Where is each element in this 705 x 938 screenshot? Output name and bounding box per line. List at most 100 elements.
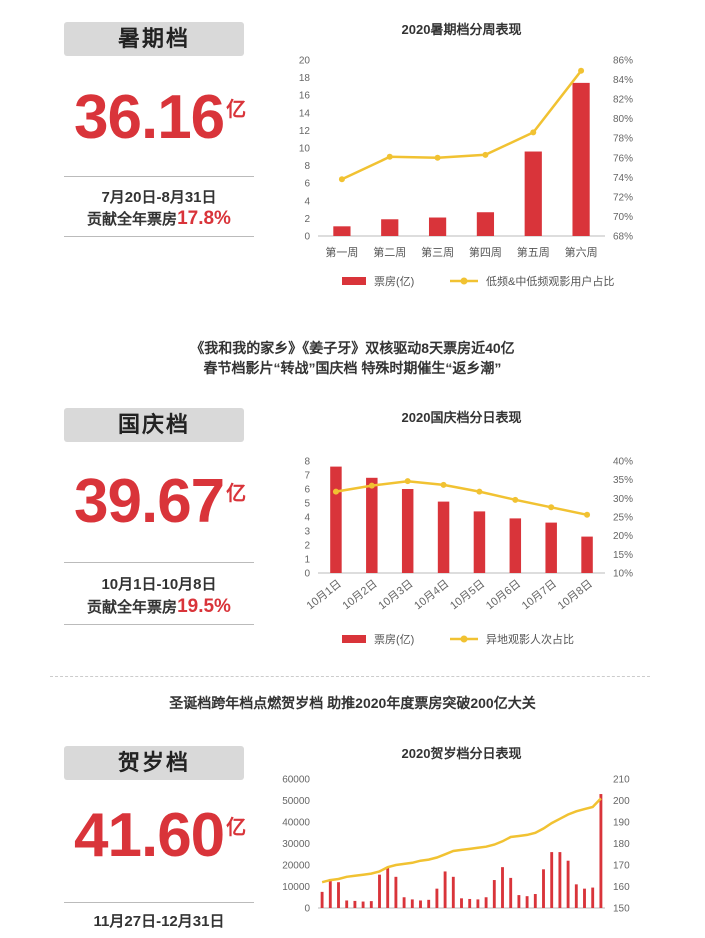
newyear-chart-bar [419, 900, 422, 908]
newyear-chart-bar [542, 869, 545, 908]
summer-chart-x-tick: 第二周 [373, 245, 406, 259]
newyear-chart-y-tick: 10000 [282, 882, 310, 893]
newyear-chart-bar [443, 871, 447, 908]
national-chart-y-tick: 4 [304, 513, 310, 524]
newyear-chart-bar [574, 884, 578, 908]
summer-contribution-label: 贡献全年票房 [87, 211, 178, 228]
summer-contribution-value: 17.8% [177, 208, 231, 229]
newyear-chart-bar [378, 874, 381, 908]
summer-chart-y-tick: 8 [304, 161, 310, 172]
summer-chart-y-tick: 18 [299, 73, 311, 84]
national-chart-y-tick: 3 [304, 527, 310, 538]
newyear-chart-bar [451, 876, 455, 908]
newyear-chart-bar [394, 876, 398, 908]
newyear-chart-bar [427, 899, 431, 908]
newyear-dates: 11月27日-12月31日 [93, 913, 225, 930]
newyear-chart-bar [476, 899, 480, 908]
summer-chart-line-point [434, 154, 441, 161]
summer-chart-y2-tick: 74% [613, 173, 633, 184]
newyear-chart-bar [402, 897, 406, 908]
newyear-chart-line-series [321, 797, 602, 884]
newyear-chart-bar [337, 882, 340, 908]
newyear-chart-y2-tick: 210 [613, 775, 630, 786]
summer-label: 暑期档 [64, 22, 244, 56]
national-chart-title: 2020国庆档分日表现 [402, 410, 522, 425]
national-chart-line-point [512, 496, 519, 503]
summer-chart-y-tick: 16 [299, 91, 311, 102]
summer-chart-y-tick: 10 [299, 144, 311, 155]
summer-chart-bar [572, 82, 590, 236]
newyear-chart-y-tick: 0 [304, 904, 310, 915]
national-contribution-label: 贡献全年票房 [87, 599, 178, 616]
national-divider-bottom [64, 624, 254, 625]
newyear-chart-bar [583, 888, 586, 908]
national-chart-bar [509, 518, 522, 573]
national-chart-y-tick: 7 [304, 471, 310, 482]
summer-chart-x-tick: 第三周 [421, 245, 454, 259]
national-chart-y2-tick: 10% [613, 569, 633, 580]
summer-chart-y2-tick: 68% [613, 232, 633, 243]
national-chart-x-tick: 10月5日 [448, 578, 487, 612]
newyear-chart-bar [361, 901, 365, 908]
summer-amount-unit: 亿 [226, 99, 246, 122]
summer-chart-y2-tick: 84% [613, 75, 633, 86]
national-chart-bar [366, 477, 378, 573]
summer-chart-bar [476, 212, 495, 236]
national-chart-y-tick: 2 [304, 541, 310, 552]
newyear-caption-line1: 圣诞档跨年档点燃贺岁档 助推2020年度票房突破200亿大关 [169, 695, 536, 711]
national-chart-y-tick: 1 [304, 555, 310, 566]
summer-chart-line-point [338, 176, 345, 183]
newyear-chart-bar [484, 897, 488, 908]
summer-chart-legend-bar-swatch [342, 277, 366, 285]
summer-chart-line-series [341, 70, 583, 181]
national-amount-value: 39.67 [74, 467, 225, 536]
summer-chart-legend-line-marker [460, 277, 468, 285]
summer-divider [64, 176, 254, 177]
section-divider [50, 676, 650, 677]
newyear-chart-bar [369, 901, 373, 908]
summer-chart-y2-tick: 72% [613, 192, 633, 203]
summer-chart-title: 2020暑期档分周表现 [402, 22, 522, 37]
summer-chart-bar [333, 226, 351, 236]
national-daily-chart: 2020国庆档分日表现 0 1 2 3 4 5 6 7 8 10% 15% 20% 25% 30% 35% 40… [304, 410, 633, 646]
newyear-chart-y2-tick: 200 [613, 796, 630, 807]
national-chart-line-series [335, 479, 588, 517]
national-chart-bar [581, 536, 593, 573]
summer-chart-line-point [386, 153, 393, 160]
newyear-chart-bar [345, 900, 349, 908]
national-chart-x-tick: 10月7日 [520, 578, 559, 612]
summer-chart-legend-line-label: 低频&中低频观影用户占比 [486, 274, 614, 288]
newyear-chart-bar [501, 867, 504, 908]
summer-chart-y2-tick: 86% [613, 56, 633, 67]
newyear-chart-title: 2020贺岁档分日表现 [402, 746, 522, 761]
national-chart-x-tick: 10月4日 [412, 578, 451, 612]
summer-weekly-chart: 2020暑期档分周表现 0 2 4 6 8 10 12 14 16 18 20 68% 70% 72% 74%… [299, 22, 633, 288]
national-contribution: 贡献全年票房19.5% [64, 596, 254, 618]
national-chart-x-tick: 10月6日 [484, 578, 523, 612]
newyear-caption: 圣诞档跨年档点燃贺岁档 助推2020年度票房突破200亿大关 [0, 693, 705, 713]
summer-chart-bar [524, 151, 542, 236]
summer-chart-bar [428, 217, 447, 236]
national-chart-bar [401, 489, 414, 573]
newyear-chart-y2-tick: 170 [613, 861, 630, 872]
newyear-chart-y-tick: 60000 [282, 775, 310, 786]
newyear-amount-value: 41.60 [74, 801, 225, 870]
newyear-chart-bar [550, 852, 554, 908]
national-chart-line-point [368, 482, 375, 489]
national-chart-line-point [584, 511, 591, 518]
summer-divider-bottom [64, 236, 254, 237]
summer-chart-x-tick: 第六周 [565, 245, 598, 259]
newyear-chart-bar [509, 877, 513, 908]
national-chart-x-tick: 10月8日 [556, 578, 595, 612]
national-caption-line1: 《我和我的家乡》《姜子牙》双核驱动8天票房近40亿 [190, 340, 515, 356]
newyear-divider [64, 902, 254, 903]
newyear-amount-unit: 亿 [226, 817, 246, 840]
newyear-chart-bar [386, 867, 390, 908]
national-chart-y2-tick: 30% [613, 494, 633, 505]
national-chart-x-tick: 10月2日 [340, 578, 379, 612]
summer-chart-y-tick: 12 [299, 126, 311, 137]
national-chart-legend-line-marker [460, 635, 468, 643]
national-chart-line-point [332, 488, 339, 495]
national-dates: 10月1日-10月8日 [101, 576, 217, 593]
newyear-chart-bar [320, 891, 324, 908]
